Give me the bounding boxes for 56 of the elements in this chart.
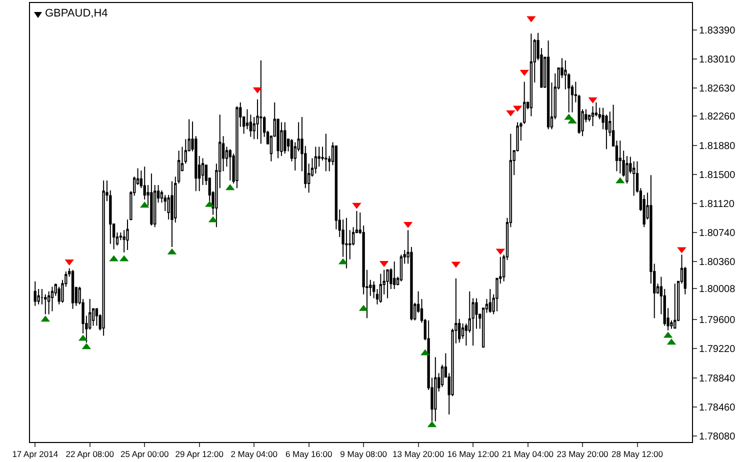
candlestick xyxy=(546,40,550,130)
candlestick xyxy=(314,146,318,174)
y-tick-label: 1.83390 xyxy=(699,25,736,36)
candlestick xyxy=(674,283,676,330)
candlestick xyxy=(488,288,492,314)
x-tick-label: 29 Apr 12:00 xyxy=(175,449,224,460)
candlestick xyxy=(434,356,437,422)
y-tick-label: 1.80740 xyxy=(699,228,736,239)
y-tick-label: 1.82260 xyxy=(699,112,736,123)
x-tick-label: 6 May 16:00 xyxy=(285,449,332,460)
candlestick xyxy=(393,261,396,290)
y-tick-label: 1.78460 xyxy=(699,402,736,414)
y-tick-label: 1.81120 xyxy=(699,198,735,210)
candlestick xyxy=(530,33,533,117)
y-tick-label: 1.79600 xyxy=(699,315,736,326)
x-tick-label: 22 Apr 08:00 xyxy=(66,449,114,460)
chart-title: GBPAUD,H4 xyxy=(45,8,108,20)
candlestick xyxy=(618,140,622,174)
candlestick xyxy=(632,160,636,196)
x-tick-label: 9 May 08:00 xyxy=(340,449,388,460)
x-tick-label: 25 Apr 00:00 xyxy=(120,449,169,460)
x-tick-label: 28 May 12:00 xyxy=(612,449,664,460)
y-tick-label: 1.78840 xyxy=(699,373,736,384)
y-tick-label: 1.83010 xyxy=(699,54,736,66)
candlestick xyxy=(591,106,594,127)
candlestick xyxy=(379,273,382,304)
y-tick-label: 1.81500 xyxy=(699,170,736,181)
x-tick-label: 13 May 20:00 xyxy=(392,449,444,460)
x-tick-label: 23 May 20:00 xyxy=(556,449,609,460)
candlestick xyxy=(170,180,174,248)
candlestick xyxy=(280,122,283,156)
candlestick xyxy=(228,148,232,181)
candlestick xyxy=(284,122,286,154)
candlestick xyxy=(386,269,389,299)
candlestick xyxy=(400,254,403,282)
y-tick-label: 1.78080 xyxy=(699,431,736,442)
candlestick xyxy=(324,133,328,172)
candlestick xyxy=(95,308,98,326)
x-tick-label: 2 May 04:00 xyxy=(230,449,278,460)
x-tick-label: 21 May 04:00 xyxy=(502,449,554,460)
y-tick-label: 1.82630 xyxy=(699,83,736,94)
candlestick xyxy=(50,286,54,312)
candlestick xyxy=(71,269,74,310)
x-tick-label: 17 Apr 2014 xyxy=(12,449,58,460)
candlestick xyxy=(102,180,105,336)
candlestick xyxy=(345,217,348,269)
y-tick-label: 1.80360 xyxy=(699,257,736,268)
x-tick-label: 16 May 12:00 xyxy=(447,449,500,460)
y-tick-label: 1.79220 xyxy=(699,344,736,356)
candlestick xyxy=(236,106,238,189)
candlestick xyxy=(260,60,262,144)
candlestick xyxy=(47,290,50,315)
y-tick-label: 1.81880 xyxy=(699,140,736,152)
candlestick xyxy=(34,280,36,306)
y-tick-label: 1.80008 xyxy=(699,284,736,295)
candlestick xyxy=(150,173,153,226)
